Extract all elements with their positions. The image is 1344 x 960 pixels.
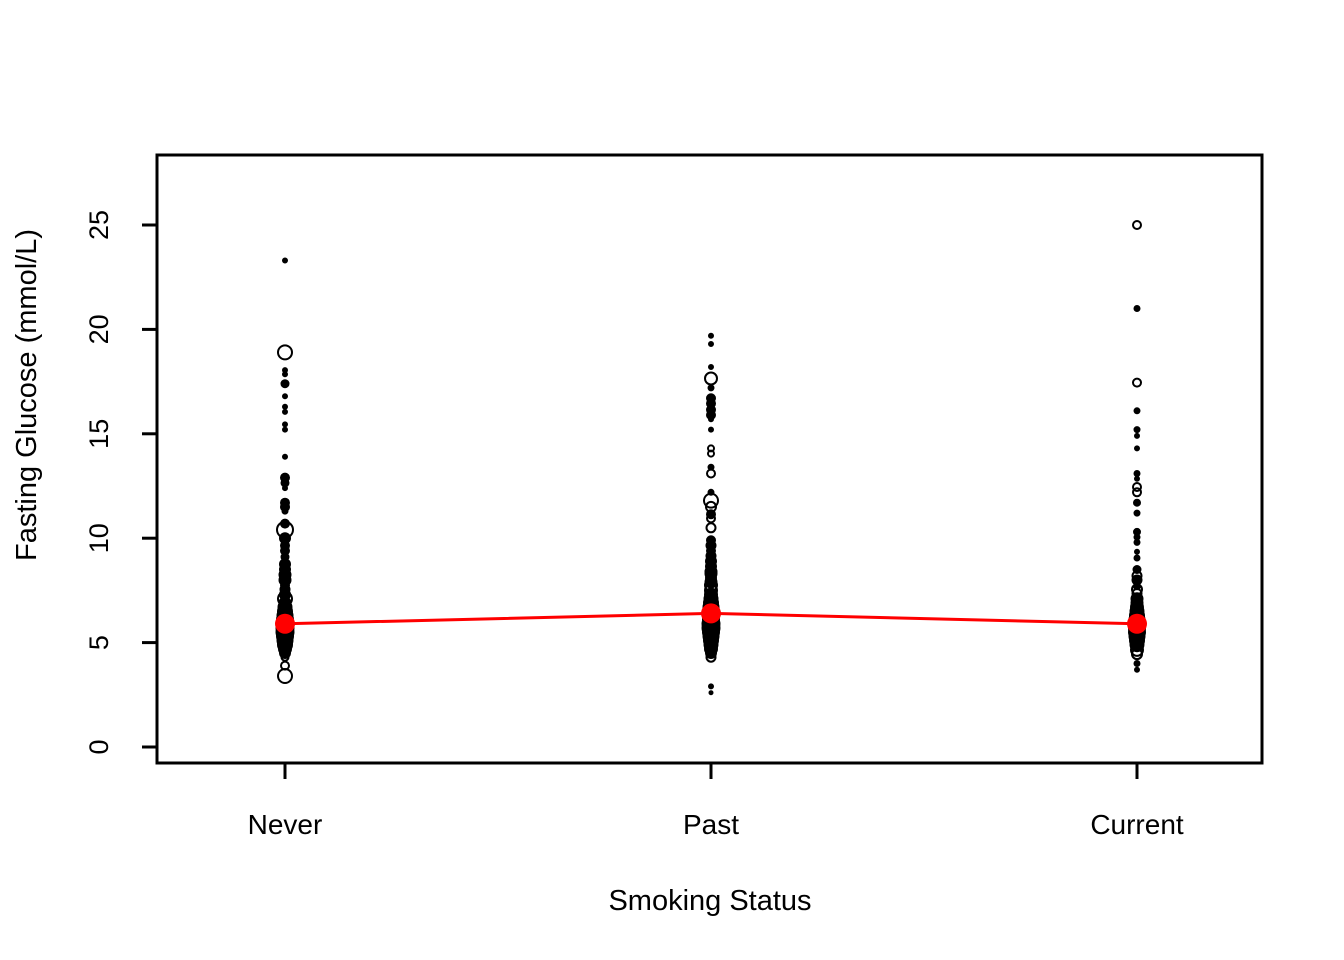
data-point [708, 341, 714, 347]
y-tick-label: 15 [84, 419, 114, 449]
data-point [1132, 487, 1142, 498]
data-point [1134, 432, 1140, 439]
data-point [281, 507, 289, 515]
x-tick-label: Never [248, 809, 323, 840]
data-points-layer [275, 220, 1146, 696]
data-point [282, 421, 288, 428]
data-point [708, 416, 714, 423]
data-point [282, 426, 288, 433]
data-point [703, 492, 719, 509]
data-point [1133, 498, 1141, 507]
data-point [704, 371, 718, 386]
data-point [282, 408, 288, 415]
x-axis-title: Smoking Status [608, 885, 811, 917]
data-point [1134, 548, 1140, 555]
data-point [1134, 475, 1140, 482]
data-point [1133, 426, 1141, 434]
data-point [1134, 666, 1140, 673]
y-axis: 0 5 10 15 20 25 [84, 210, 157, 755]
data-point [1133, 470, 1141, 477]
x-tick-label: Current [1090, 809, 1184, 840]
data-point [708, 426, 714, 433]
data-point [1131, 648, 1143, 661]
data-point [705, 522, 717, 534]
data-point [282, 393, 288, 400]
data-point [282, 453, 288, 460]
data-point [708, 690, 714, 696]
mean-line-layer [275, 603, 1147, 634]
mean-point [275, 613, 295, 634]
data-point [282, 485, 288, 492]
data-point [1132, 482, 1142, 492]
data-point [708, 683, 714, 690]
y-tick-label: 10 [84, 523, 114, 553]
data-point [282, 371, 288, 378]
data-point [706, 468, 716, 479]
data-point [1134, 445, 1140, 452]
data-point [1133, 407, 1141, 415]
y-tick-label: 25 [84, 210, 114, 240]
data-point [1133, 660, 1141, 667]
y-tick-label: 5 [84, 635, 114, 650]
data-point [1133, 305, 1141, 312]
mean-point [701, 603, 721, 624]
data-point [280, 379, 290, 389]
data-point [707, 449, 715, 458]
x-axis: Never Past Current [248, 763, 1184, 840]
data-point [1130, 642, 1144, 657]
data-point [705, 651, 717, 663]
data-point [1133, 538, 1141, 546]
x-tick-label: Past [683, 809, 739, 840]
y-axis-title: Fasting Glucose (mmol/L) [11, 229, 43, 561]
data-point [1133, 554, 1141, 562]
data-point [1132, 377, 1142, 388]
data-point [277, 668, 293, 684]
data-point [1132, 220, 1142, 230]
data-point [1133, 509, 1141, 517]
data-point [277, 344, 293, 361]
data-point [708, 332, 714, 339]
y-tick-label: 0 [84, 739, 114, 754]
mean-point [1127, 613, 1147, 634]
data-point [282, 403, 288, 410]
plot-area-border [155, 153, 1264, 765]
data-point [707, 384, 715, 392]
y-tick-label: 20 [84, 314, 114, 344]
data-point [708, 364, 714, 370]
data-point [282, 257, 288, 264]
